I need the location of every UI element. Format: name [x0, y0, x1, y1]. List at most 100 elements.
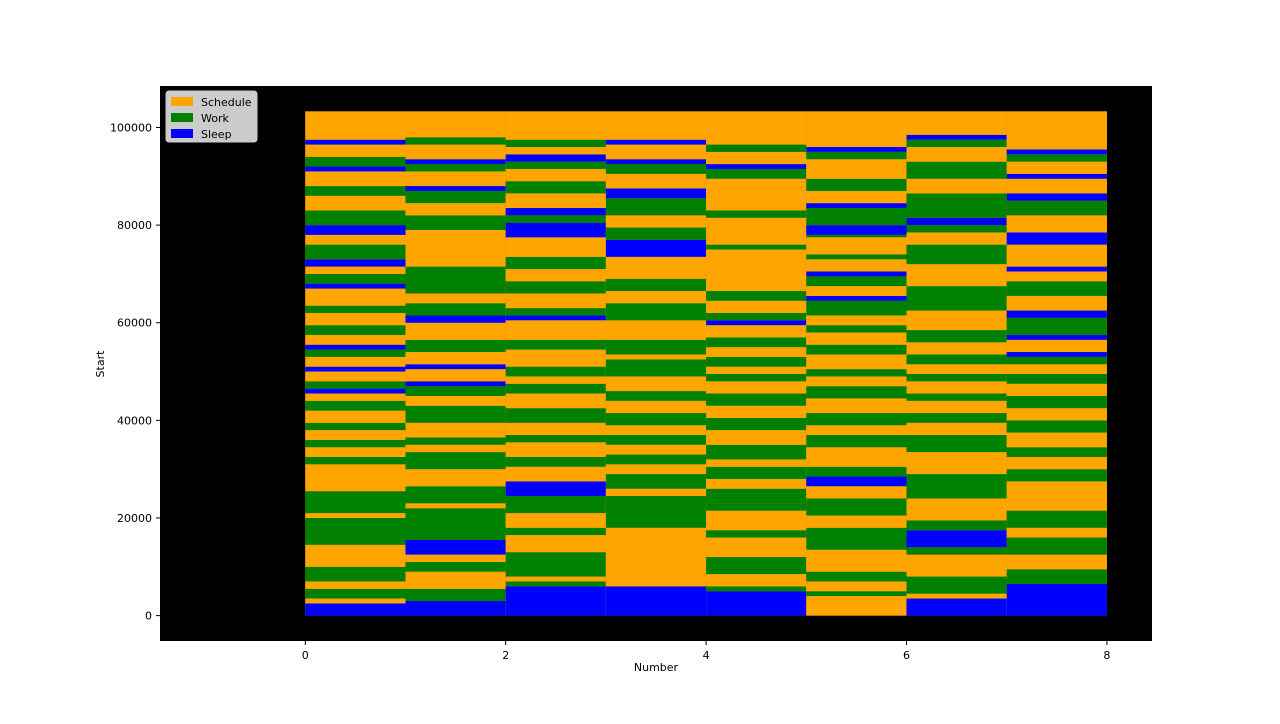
x-tick-label: 0: [302, 649, 309, 662]
bar-segment-work-5-28: [806, 276, 907, 287]
bar-segment-work-7-11: [1006, 420, 1107, 433]
bar-segment-schedule-0-45: [305, 144, 406, 157]
bar-segment-work-1-36: [405, 137, 506, 145]
bar-segment-work-5-11: [806, 466, 907, 477]
bar-segment-work-0-12: [305, 456, 406, 465]
bar-segment-work-2-3: [505, 552, 606, 577]
bar-segment-sleep-1-34: [405, 159, 506, 165]
bar-segment-work-0-14: [305, 439, 406, 448]
bar-segment-work-4-31: [706, 210, 807, 218]
bar-segment-work-1-14: [405, 405, 506, 423]
bar-segment-schedule-1-29: [405, 203, 506, 216]
bar-segment-work-3-29: [605, 164, 707, 174]
bar-segment-work-0-33: [305, 273, 406, 284]
bar-segment-schedule-3-18: [605, 320, 707, 340]
bar-segment-schedule-5-20: [806, 354, 907, 370]
bar-segment-work-7-35: [1006, 154, 1107, 162]
bar-segment-schedule-1-35: [405, 144, 506, 160]
bar-segment-schedule-6-34: [906, 111, 1007, 135]
bar-segment-schedule-0-13: [305, 447, 406, 457]
bar-segment-work-1-10: [405, 452, 506, 470]
bar-segment-work-4-3: [706, 557, 807, 575]
bar-segment-schedule-0-3: [305, 581, 406, 589]
y-axis: 0 20000 40000 60000 80000 100000: [110, 121, 160, 623]
bar-segment-schedule-2-17: [505, 376, 606, 384]
bar-segment-work-3-7: [605, 454, 707, 465]
bar-segment-sleep-3-30: [605, 159, 707, 165]
bar-segment-sleep-7-0: [1006, 583, 1107, 616]
bar-segment-schedule-3-8: [605, 444, 707, 455]
bar-segment-schedule-2-24: [505, 293, 606, 309]
bar-segment-work-6-24: [906, 244, 1007, 265]
bar-segment-work-2-16: [505, 383, 606, 394]
bar-segment-work-0-16: [305, 422, 406, 431]
bar-segment-schedule-3-31: [605, 144, 707, 160]
bar-segment-schedule-7-2: [1006, 554, 1107, 570]
bar-segment-schedule-2-15: [505, 393, 606, 409]
bar-segment-sleep-5-26: [806, 295, 907, 301]
bar-segment-work-7-21: [1006, 317, 1107, 335]
bar-segment-schedule-1-20: [405, 352, 506, 365]
bar-segment-schedule-4-13: [706, 430, 807, 445]
bar-segment-sleep-0-38: [305, 225, 406, 235]
bar-segment-work-0-44: [305, 156, 406, 167]
bar-segment-work-1-6: [405, 508, 506, 540]
bar-segment-work-3-19: [605, 303, 707, 321]
bar-segment-sleep-2-22: [505, 315, 606, 321]
bar-segment-work-7-30: [1006, 200, 1107, 216]
bar-segment-schedule-7-37: [1006, 111, 1107, 150]
bar-segment-work-1-21: [405, 339, 506, 353]
bar-segment-schedule-5-9: [806, 486, 907, 499]
bar-segment-schedule-0-42: [305, 171, 406, 187]
bar-segment-schedule-6-31: [906, 147, 1007, 162]
bar-segment-work-5-19: [806, 369, 907, 377]
bar-segment-sleep-0-46: [305, 139, 406, 145]
y-tick-label: 20000: [117, 512, 152, 525]
bar-segment-schedule-0-6: [305, 544, 406, 562]
bar-segment-work-5-31: [806, 254, 907, 260]
bar-segment-schedule-4-37: [706, 111, 807, 145]
y-tick-label: 40000: [117, 414, 152, 427]
bar-segment-schedule-6-17: [906, 364, 1007, 374]
bar-segment-schedule-1-2: [405, 571, 506, 589]
bar-segment-work-7-5: [1006, 510, 1107, 528]
bar-segment-work-7-17: [1006, 356, 1107, 365]
bar-segment-sleep-3-0: [605, 586, 707, 616]
bar-segment-schedule-4-11: [706, 459, 807, 467]
legend-label-work: Work: [201, 112, 229, 125]
bar-segment-work-3-15: [605, 359, 707, 377]
bar-segment-schedule-5-32: [806, 237, 907, 255]
bar-segment-schedule-7-6: [1006, 481, 1107, 511]
bar-segment-schedule-4-19: [706, 366, 807, 374]
bar-segment-schedule-2-6: [505, 513, 606, 528]
bar-segment-work-5-21: [806, 344, 907, 355]
bar-segment-schedule-4-4: [706, 537, 807, 558]
bar-segment-work-5-35: [806, 208, 907, 226]
bar-segment-schedule-3-16: [605, 354, 707, 360]
bar-segment-sleep-7-33: [1006, 173, 1107, 179]
bar-segment-schedule-3-25: [605, 215, 707, 228]
y-tick-label: 100000: [110, 121, 152, 134]
bar-segment-work-4-25: [706, 312, 807, 321]
bar-segment-schedule-1-22: [405, 322, 506, 340]
bar-segment-work-4-22: [706, 337, 807, 348]
x-tick-label: 4: [703, 649, 710, 662]
bar-segment-sleep-6-5: [906, 530, 1007, 548]
bar-segment-work-6-2: [906, 576, 1007, 594]
bar-segment-schedule-0-11: [305, 464, 406, 492]
bar-segment-work-6-8: [906, 474, 1007, 499]
bars-layer: [305, 111, 1107, 616]
bar-segment-work-3-17: [605, 339, 707, 355]
bar-segment-work-7-13: [1006, 395, 1107, 409]
bar-segment-schedule-5-27: [806, 286, 907, 296]
bar-segment-work-2-18: [505, 366, 606, 377]
bar-segment-schedule-7-27: [1006, 244, 1107, 267]
bar-segment-schedule-5-18: [806, 376, 907, 387]
bar-segment-schedule-4-23: [706, 325, 807, 338]
bar-segment-schedule-3-6: [605, 464, 707, 475]
bar-segment-schedule-0-37: [305, 234, 406, 245]
bar-segment-work-0-8: [305, 517, 406, 543]
bar-segment-schedule-1-37: [405, 111, 506, 138]
bar-segment-schedule-3-20: [605, 291, 707, 304]
